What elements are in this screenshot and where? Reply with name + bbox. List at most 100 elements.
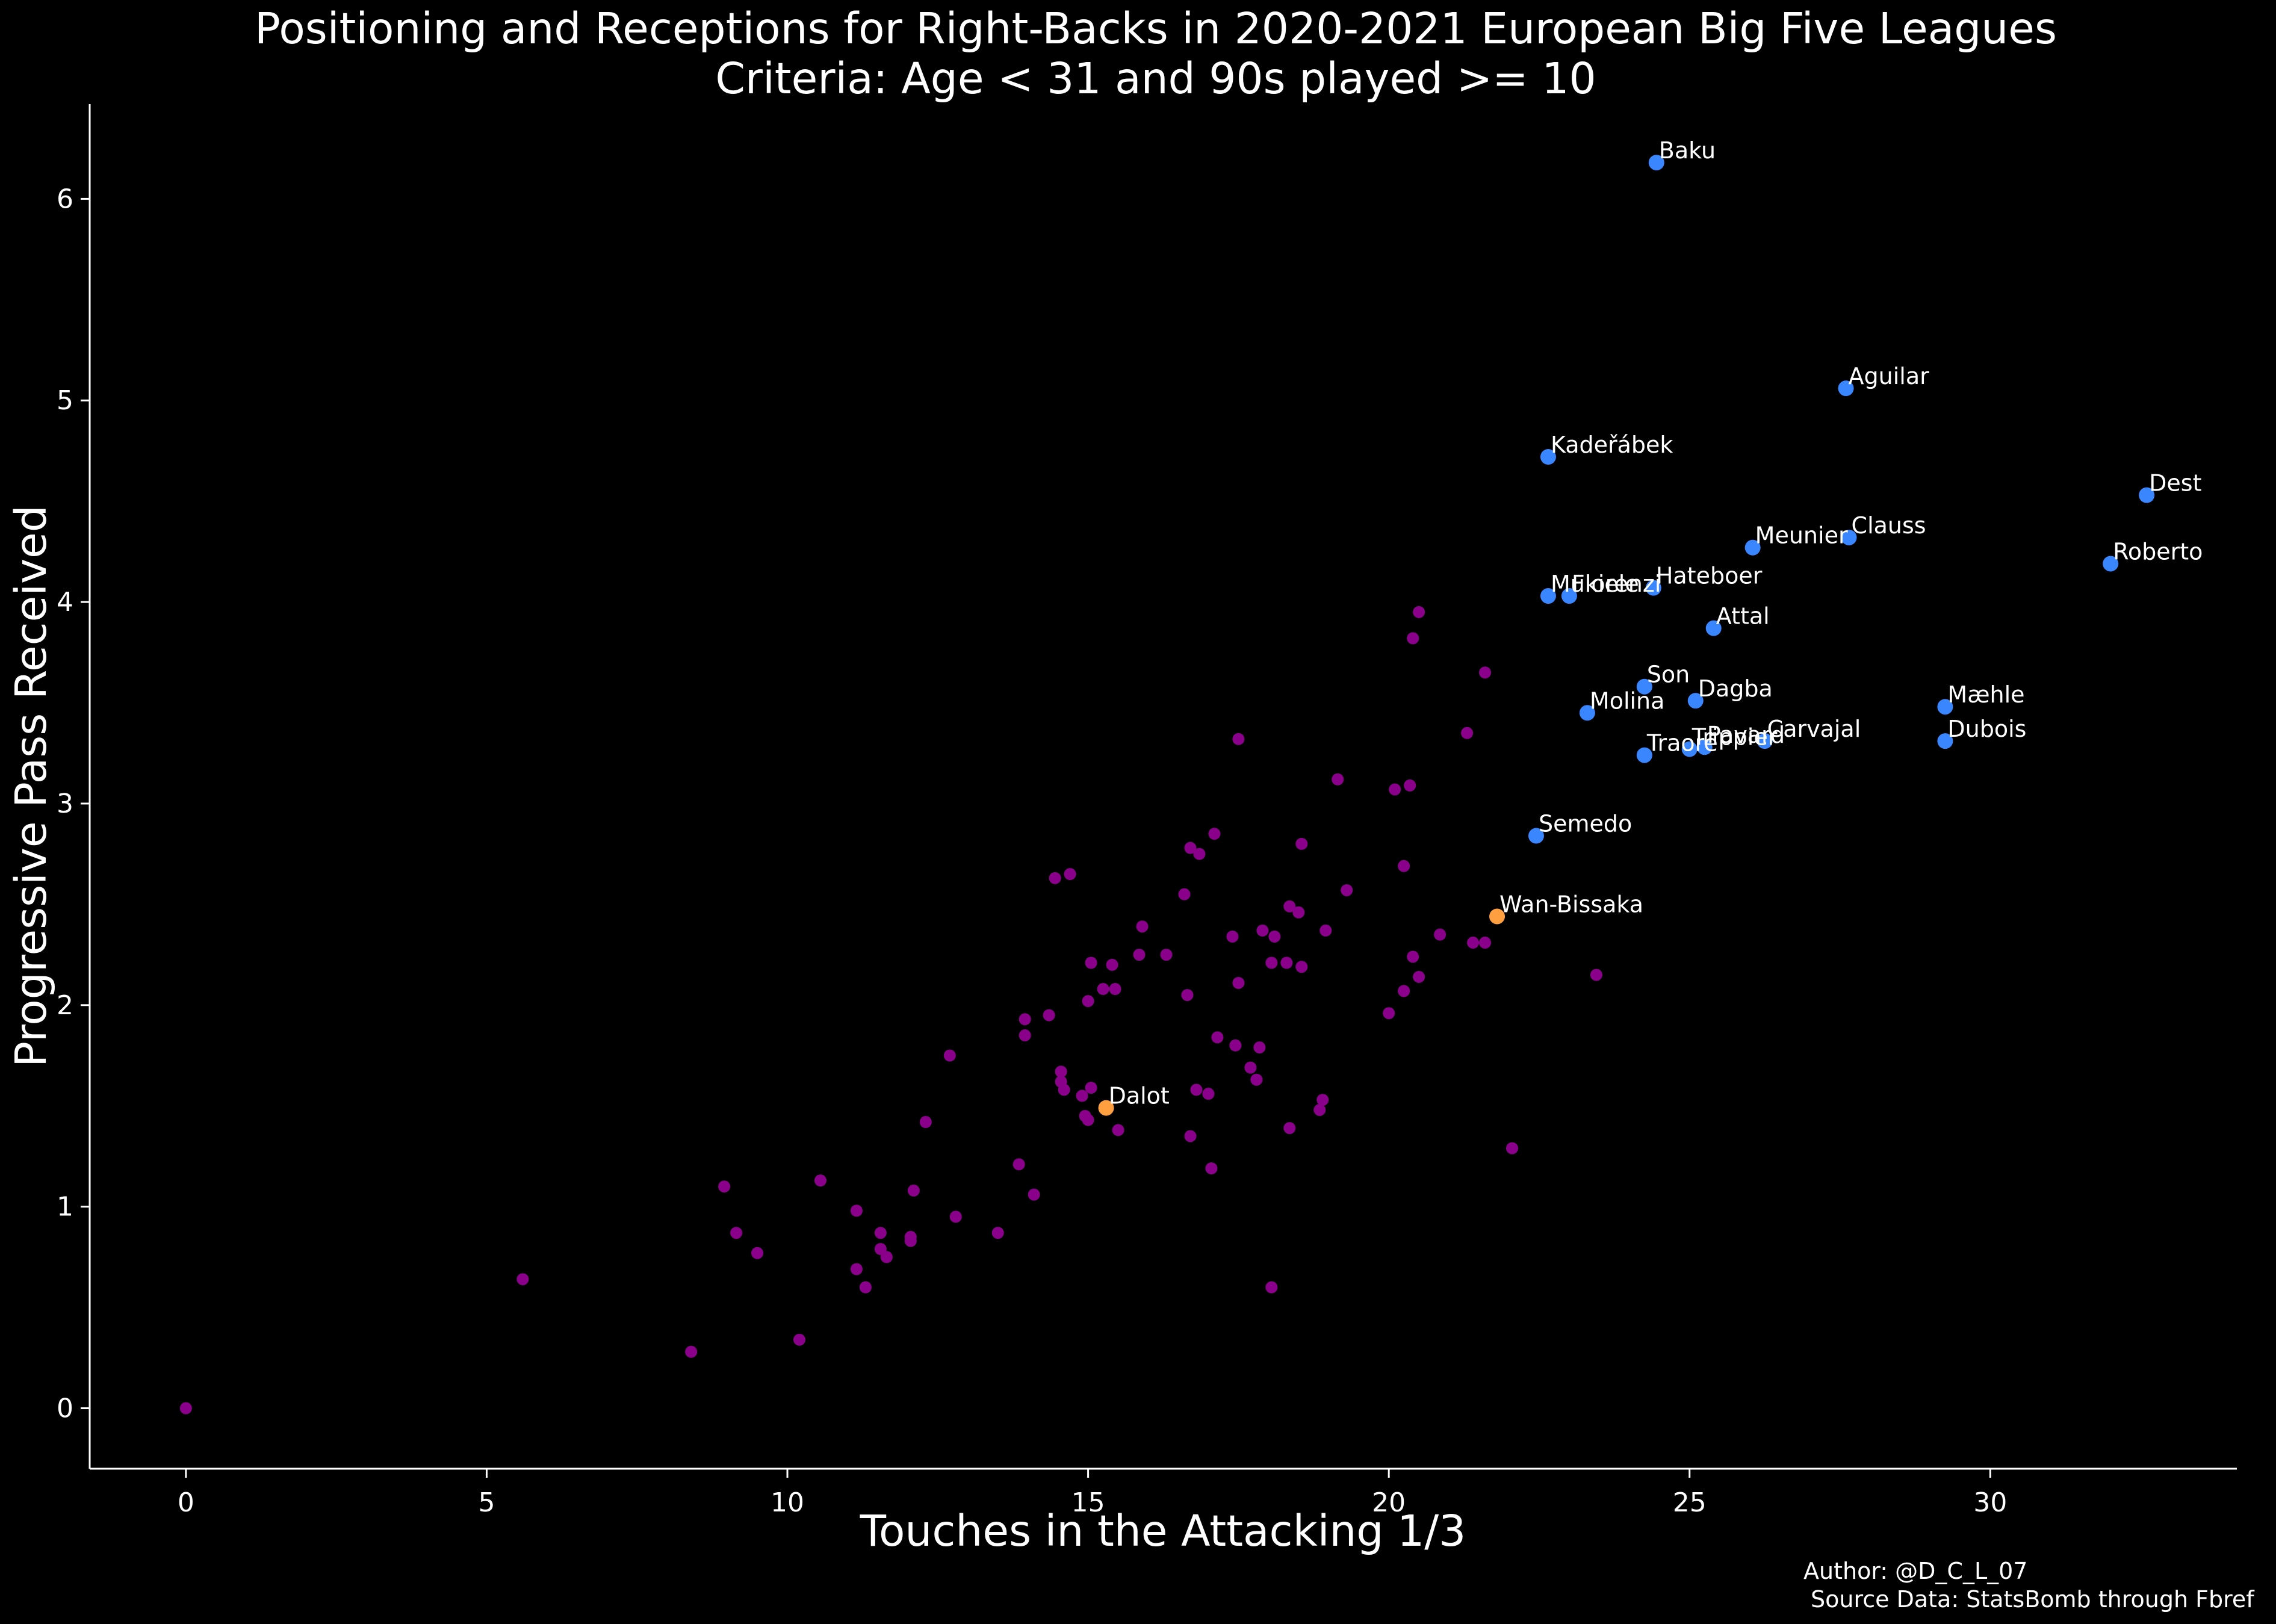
point-label: Pavard (1707, 722, 1785, 748)
others-data-point (1082, 1114, 1094, 1126)
y-tick-label: 3 (57, 789, 73, 819)
others-data-point (1389, 783, 1401, 796)
others-data-point (904, 1235, 917, 1247)
others-data-point (1109, 983, 1121, 996)
others-data-point (1265, 956, 1278, 969)
others-data-point (1058, 1083, 1070, 1096)
others-data-point (1232, 733, 1245, 745)
others-data-point (730, 1227, 743, 1239)
others-data-point (1226, 930, 1239, 943)
point-label: Wan-Bissaka (1499, 891, 1643, 917)
x-tick-label: 30 (1973, 1487, 2007, 1518)
others-data-point (1106, 958, 1118, 971)
highlight-data-point (1648, 155, 1664, 171)
featured-data-point (1489, 908, 1505, 925)
point-label: Carvajal (1767, 716, 1861, 742)
others-data-point (943, 1049, 956, 1062)
y-tick-label: 4 (57, 587, 73, 618)
others-data-point (1229, 1039, 1242, 1052)
others-data-point (1407, 950, 1419, 963)
point-label: Semedo (1539, 811, 1632, 837)
others-data-point (1082, 995, 1094, 1008)
others-data-point (1112, 1124, 1124, 1136)
highlight-data-point (1696, 739, 1713, 755)
others-data-point (991, 1227, 1004, 1239)
source-credit: Source Data: StatsBomb through Fbref (1811, 1586, 2255, 1613)
others-data-point (1097, 983, 1109, 996)
author-credit: Author: @D_C_L_07 (1803, 1558, 2027, 1584)
others-data-point (1265, 1281, 1278, 1294)
others-data-point (1283, 900, 1296, 913)
others-data-point (1404, 779, 1416, 792)
y-tick-label: 0 (57, 1393, 73, 1424)
highlight-data-point (1636, 678, 1652, 695)
point-label: Kadeřábek (1551, 432, 1673, 458)
others-data-point (1181, 989, 1194, 1002)
others-data-point (1413, 970, 1425, 983)
others-data-point (1313, 1103, 1326, 1116)
others-data-point (919, 1116, 932, 1129)
others-data-point (179, 1402, 192, 1415)
others-data-point (1232, 976, 1245, 989)
others-data-point (1012, 1158, 1025, 1171)
others-data-point (1295, 837, 1308, 850)
others-data-point (1250, 1073, 1263, 1086)
highlight-data-point (1705, 620, 1722, 636)
others-data-point (1479, 937, 1492, 949)
others-data-point (850, 1204, 863, 1217)
others-data-point (1383, 1007, 1395, 1020)
highlight-data-point (1540, 449, 1556, 465)
others-data-point (1208, 828, 1221, 840)
others-data-point (1133, 949, 1146, 961)
others-data-point (1413, 606, 1425, 618)
point-label: Clauss (1852, 512, 1926, 539)
highlight-data-point (1937, 699, 1953, 715)
y-tick-label: 5 (57, 385, 73, 416)
others-data-point (1193, 848, 1206, 860)
others-data-point (1043, 1009, 1055, 1021)
highlight-data-point (1841, 529, 1857, 545)
point-label: Hateboer (1656, 563, 1763, 589)
others-data-point (1398, 860, 1410, 872)
x-tick-label: 0 (178, 1487, 194, 1518)
y-tick-label: 2 (57, 990, 73, 1021)
others-data-point (1256, 924, 1269, 937)
highlight-data-point (2103, 556, 2119, 572)
highlight-data-point (1561, 588, 1577, 604)
point-label: Attal (1716, 603, 1770, 630)
highlight-data-point (1645, 580, 1661, 596)
others-data-point (1019, 1029, 1031, 1042)
point-label: Dest (2149, 470, 2201, 497)
others-data-point (949, 1210, 962, 1223)
point-label: Aguilar (1849, 363, 1930, 389)
highlight-data-point (1757, 733, 1773, 749)
others-data-point (1244, 1061, 1257, 1074)
x-tick-label: 15 (1071, 1487, 1105, 1518)
others-data-point (1202, 1088, 1215, 1100)
point-label: Dubois (1947, 716, 2026, 742)
others-data-point (1055, 1065, 1067, 1078)
y-tick-label: 6 (57, 184, 73, 214)
point-label: Traoré (1646, 730, 1718, 757)
highlight-data-point (1937, 733, 1953, 749)
others-data-point (1434, 928, 1447, 941)
others-data-point (1295, 961, 1308, 973)
highlight-data-point (1528, 828, 1544, 844)
highlight-data-point (1744, 539, 1761, 556)
others-data-point (1332, 773, 1344, 786)
others-data-point (793, 1333, 806, 1346)
others-data-point (1316, 1094, 1329, 1106)
point-label: Son (1647, 662, 1690, 688)
point-label: Dalot (1109, 1083, 1170, 1109)
x-tick-label: 5 (478, 1487, 495, 1518)
others-data-point (907, 1184, 920, 1197)
featured-data-point (1098, 1100, 1114, 1116)
x-tick-label: 25 (1673, 1487, 1707, 1518)
others-data-point (1178, 888, 1191, 900)
others-data-point (718, 1180, 731, 1193)
highlight-data-point (1579, 705, 1595, 721)
highlight-data-point (1838, 380, 1854, 397)
others-data-point (1253, 1041, 1266, 1054)
